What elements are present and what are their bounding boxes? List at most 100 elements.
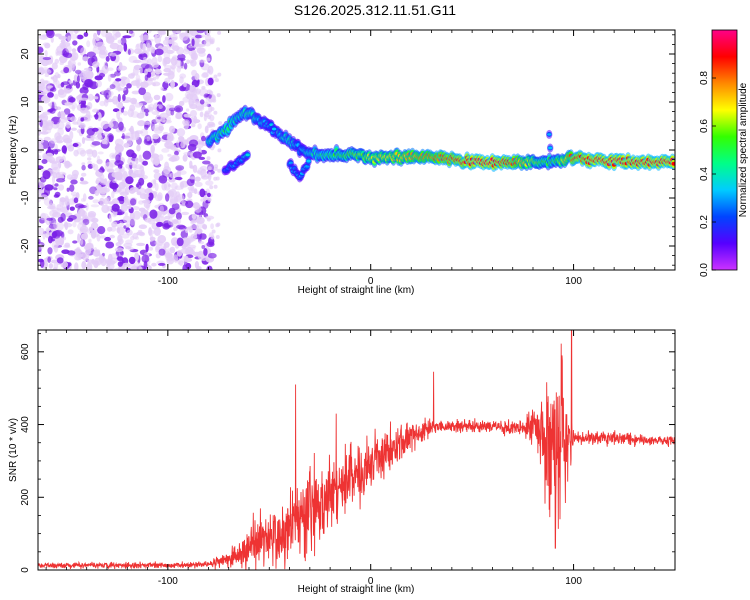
noise-blob bbox=[133, 210, 141, 220]
noise-blob bbox=[188, 98, 194, 107]
noise-blob bbox=[98, 51, 107, 59]
noise-blob bbox=[79, 86, 89, 95]
noise-blob bbox=[210, 235, 215, 240]
noise-blob bbox=[98, 168, 106, 173]
noise-blob bbox=[85, 149, 94, 155]
noise-blob bbox=[50, 259, 58, 264]
colorbar-label: Normalized spectral amplitude bbox=[738, 82, 749, 217]
colorbar-tick-label: 0.6 bbox=[699, 119, 710, 133]
noise-blob bbox=[181, 245, 189, 250]
noise-blob bbox=[52, 231, 58, 238]
noise-blob bbox=[192, 216, 202, 223]
noise-blob bbox=[69, 184, 75, 192]
noise-blob bbox=[188, 59, 194, 64]
noise-blob bbox=[171, 177, 176, 181]
noise-blob bbox=[155, 119, 160, 123]
noise-blob bbox=[164, 65, 173, 70]
noise-blob bbox=[81, 164, 86, 171]
colorbar: 0.0 0.2 0.4 0.6 0.8 Normalized spectral ampl… bbox=[699, 29, 749, 277]
noise-blob bbox=[156, 221, 164, 227]
noise-blob bbox=[206, 265, 213, 270]
noise-blob bbox=[183, 113, 192, 118]
noise-blob bbox=[196, 266, 202, 270]
noise-blob bbox=[38, 128, 41, 136]
noise-blob bbox=[166, 49, 175, 54]
noise-blob bbox=[168, 207, 176, 215]
snr-y-tick-label: 200 bbox=[20, 488, 31, 505]
noise-blob bbox=[88, 195, 94, 200]
noise-blob bbox=[40, 131, 49, 135]
noise-blob bbox=[139, 81, 149, 88]
noise-blob bbox=[183, 82, 187, 88]
noise-blob bbox=[91, 127, 99, 132]
noise-blob bbox=[38, 238, 41, 245]
noise-blob bbox=[199, 111, 204, 118]
noise-blob bbox=[72, 121, 79, 125]
noise-blob bbox=[105, 241, 115, 249]
noise-blob bbox=[108, 214, 112, 223]
noise-blob bbox=[87, 93, 94, 101]
noise-blob bbox=[163, 56, 171, 65]
noise-blob bbox=[152, 138, 159, 144]
noise-blob bbox=[130, 198, 137, 206]
noise-blob bbox=[99, 100, 106, 107]
noise-blob bbox=[125, 239, 133, 245]
noise-blob bbox=[55, 80, 60, 89]
noise-blob bbox=[65, 121, 71, 129]
noise-blob bbox=[94, 135, 104, 141]
noise-blob bbox=[183, 48, 190, 55]
noise-blob bbox=[129, 187, 139, 193]
branch-core bbox=[245, 153, 250, 157]
noise-blob bbox=[54, 149, 59, 155]
noise-blob bbox=[181, 211, 190, 216]
noise-blob bbox=[175, 114, 180, 119]
noise-blob bbox=[173, 254, 179, 263]
noise-blob bbox=[117, 66, 123, 71]
noise-blob bbox=[189, 160, 193, 168]
noise-blob bbox=[131, 129, 135, 135]
noise-blob bbox=[123, 143, 130, 148]
noise-blob bbox=[118, 187, 122, 192]
noise-blob bbox=[214, 164, 219, 169]
noise-blob bbox=[126, 229, 133, 236]
noise-blob bbox=[87, 114, 93, 119]
snr-y-label: SNR (10 * v/v) bbox=[8, 418, 19, 482]
noise-blob bbox=[150, 144, 155, 153]
noise-blob bbox=[53, 243, 59, 253]
spectrogram-x-tick-label: -100 bbox=[158, 276, 178, 287]
noise-blob bbox=[93, 32, 98, 39]
noise-blob bbox=[107, 201, 116, 205]
noise-blob bbox=[79, 97, 89, 101]
noise-blob bbox=[42, 155, 49, 160]
noise-blob bbox=[55, 135, 64, 142]
noise-blob bbox=[87, 102, 93, 110]
noise-blob bbox=[61, 145, 67, 154]
noise-blob bbox=[91, 141, 101, 146]
noise-blob bbox=[199, 188, 206, 198]
noise-blob bbox=[179, 137, 185, 143]
noise-blob bbox=[201, 175, 209, 180]
noise-blob bbox=[109, 84, 116, 90]
noise-blob bbox=[94, 251, 101, 257]
snr-x-tick-label: 100 bbox=[565, 576, 582, 587]
noise-blob bbox=[86, 40, 91, 48]
noise-blob bbox=[206, 217, 211, 222]
noise-blob bbox=[195, 34, 203, 39]
noise-blob bbox=[202, 160, 211, 165]
noise-blob bbox=[105, 56, 110, 62]
noise-blob bbox=[42, 56, 52, 61]
noise-blob bbox=[47, 146, 51, 153]
noise-blob bbox=[73, 197, 79, 204]
noise-blob bbox=[176, 250, 183, 257]
colorbar-tick-label: 0.8 bbox=[699, 71, 710, 85]
noise-blob bbox=[73, 30, 80, 33]
noise-blob bbox=[132, 59, 142, 64]
noise-blob bbox=[166, 257, 175, 265]
noise-blob bbox=[189, 176, 196, 180]
noise-blob bbox=[207, 77, 214, 86]
noise-blob bbox=[65, 45, 72, 53]
noise-blob bbox=[200, 149, 207, 155]
noise-blob bbox=[80, 238, 84, 245]
noise-blob bbox=[64, 160, 71, 167]
noise-blob bbox=[130, 235, 135, 241]
